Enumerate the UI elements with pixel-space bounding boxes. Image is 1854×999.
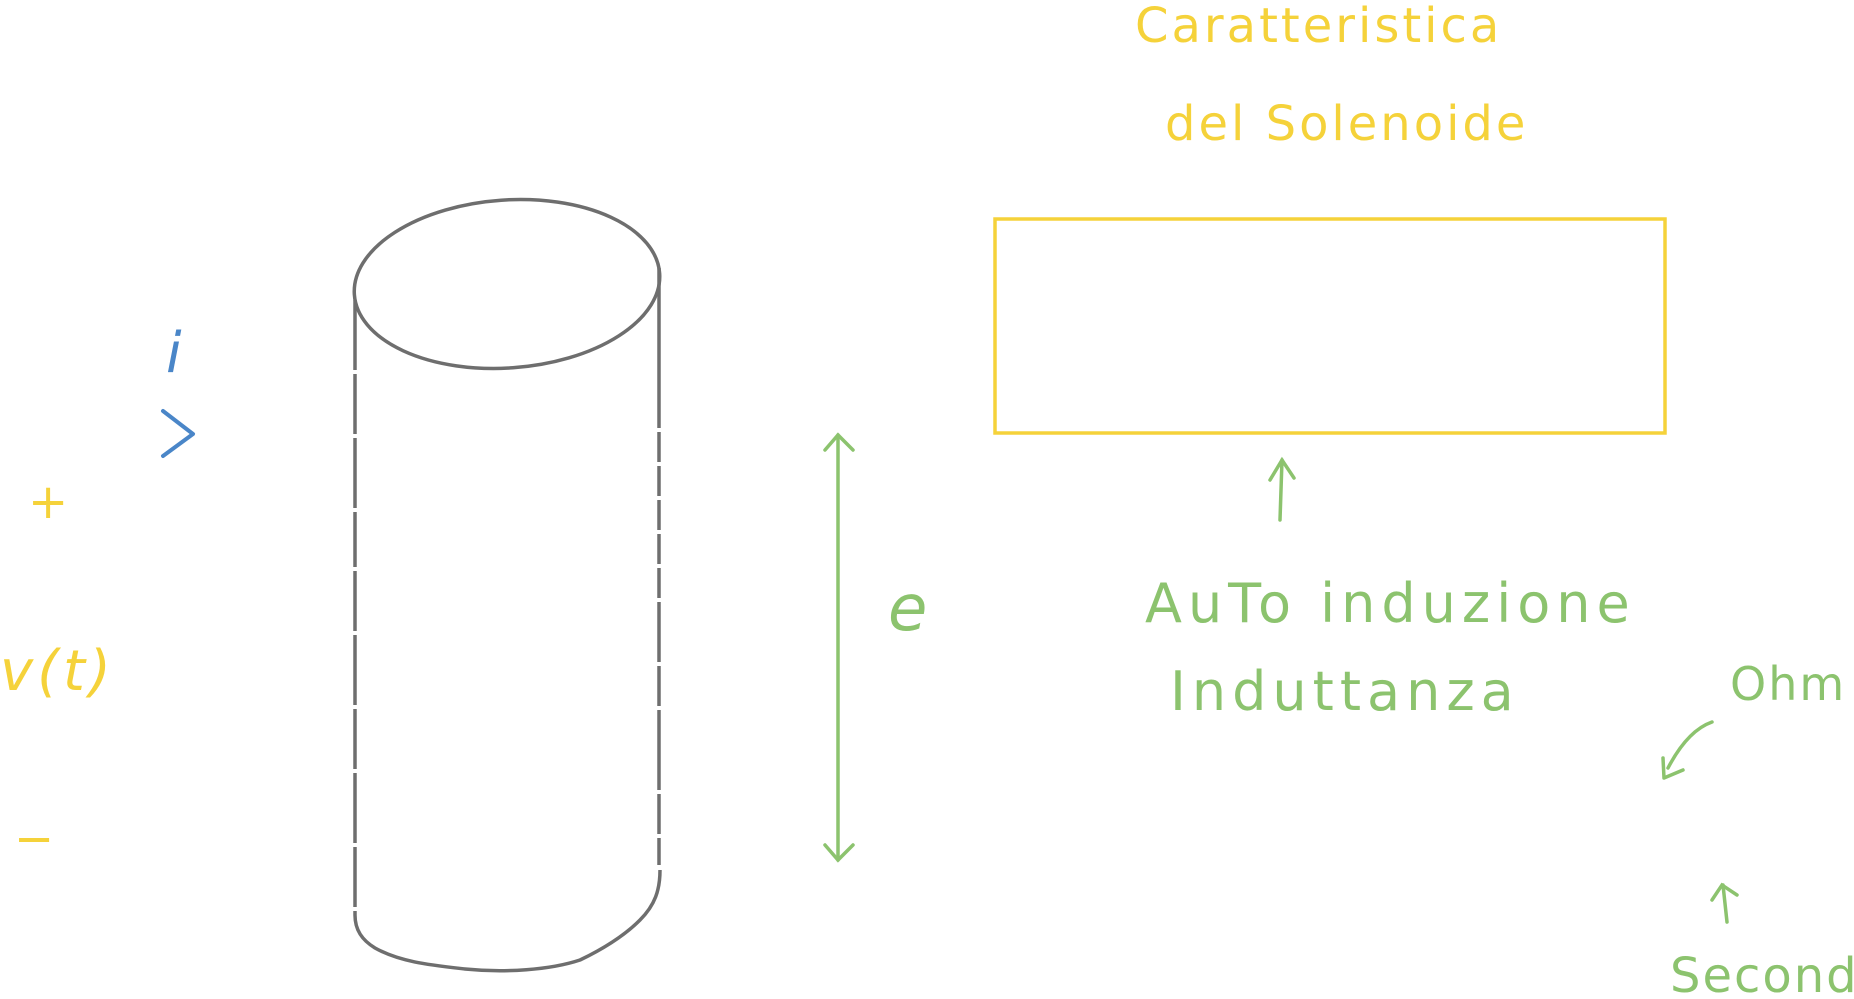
emf-double-arrow <box>823 432 855 863</box>
minus-sign: − <box>14 811 54 867</box>
title-line-1: Caratteristica <box>1135 0 1502 54</box>
cylinder-bottom-curve <box>353 869 662 973</box>
up-arrow-to-seconds <box>1710 882 1739 924</box>
emf-label: e <box>888 572 927 646</box>
cylinder-top-ellipse <box>352 197 662 371</box>
solenoid-cylinder <box>352 197 662 973</box>
title-line-2: del Solenoide <box>1165 96 1528 152</box>
self-induction-label: AuTo induzione <box>1145 572 1636 635</box>
voltage-label: v(t) <box>0 639 115 704</box>
seconds-label: Secondi <box>1670 948 1854 999</box>
curved-arrow-to-ohm <box>1661 720 1714 780</box>
up-arrow-to-box <box>1268 456 1296 522</box>
inductance-label: Induttanza <box>1170 660 1520 723</box>
current-label: i <box>166 321 182 386</box>
plus-sign: + <box>28 474 68 530</box>
characteristic-box <box>993 217 1667 435</box>
ohm-label: Ohm <box>1730 657 1846 711</box>
current-direction-icon <box>161 409 195 458</box>
